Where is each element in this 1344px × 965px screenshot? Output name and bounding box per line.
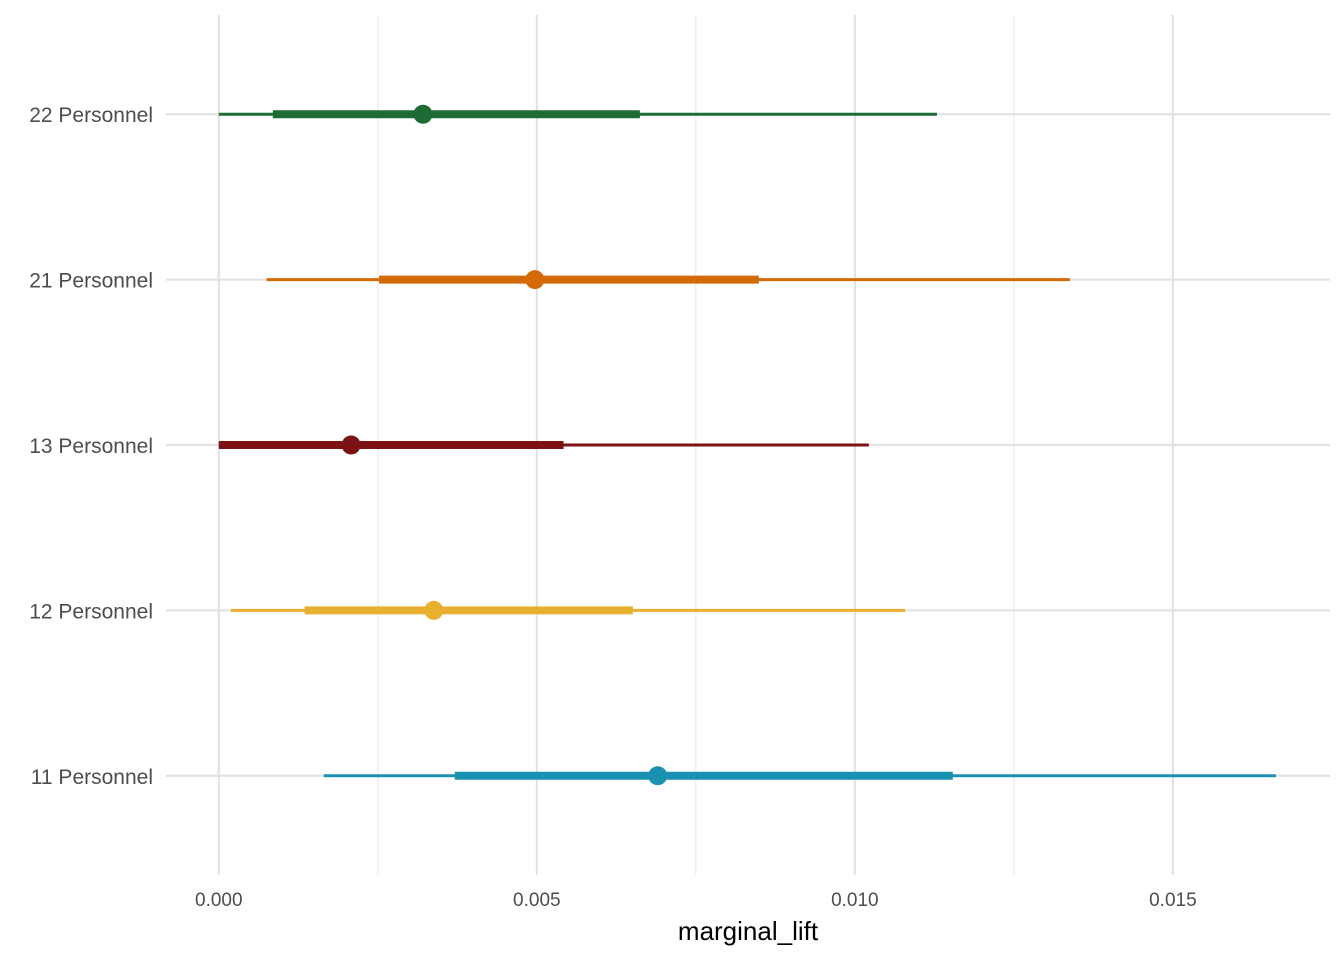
point-estimate	[648, 766, 668, 786]
y-axis-labels: 22 Personnel 21 Personnel 13 Personnel 12 P…	[29, 104, 153, 789]
interval-13-personnel	[218, 435, 869, 455]
point-estimate	[413, 104, 433, 124]
x-tick-label: 0.010	[831, 890, 879, 911]
y-tick-label: 13 Personnel	[29, 435, 153, 458]
y-tick-label: 11 Personnel	[31, 766, 153, 789]
point-estimate	[525, 270, 545, 290]
interval-22-personnel	[218, 104, 937, 124]
interval-21-personnel	[266, 270, 1070, 290]
interval-marks	[218, 104, 1276, 786]
point-estimate	[341, 435, 361, 455]
y-tick-label: 12 Personnel	[29, 600, 153, 623]
y-tick-label: 21 Personnel	[29, 270, 153, 293]
x-tick-label: 0.000	[195, 890, 243, 911]
x-axis-labels: 0.000 0.005 0.010 0.015	[195, 890, 1197, 911]
interval-12-personnel	[230, 600, 906, 620]
y-tick-label: 22 Personnel	[29, 104, 153, 127]
x-tick-label: 0.015	[1149, 890, 1197, 911]
point-estimate	[424, 600, 444, 620]
interval-11-personnel	[323, 766, 1276, 786]
x-axis-title: marginal_lift	[678, 916, 819, 946]
x-tick-label: 0.005	[513, 890, 561, 911]
